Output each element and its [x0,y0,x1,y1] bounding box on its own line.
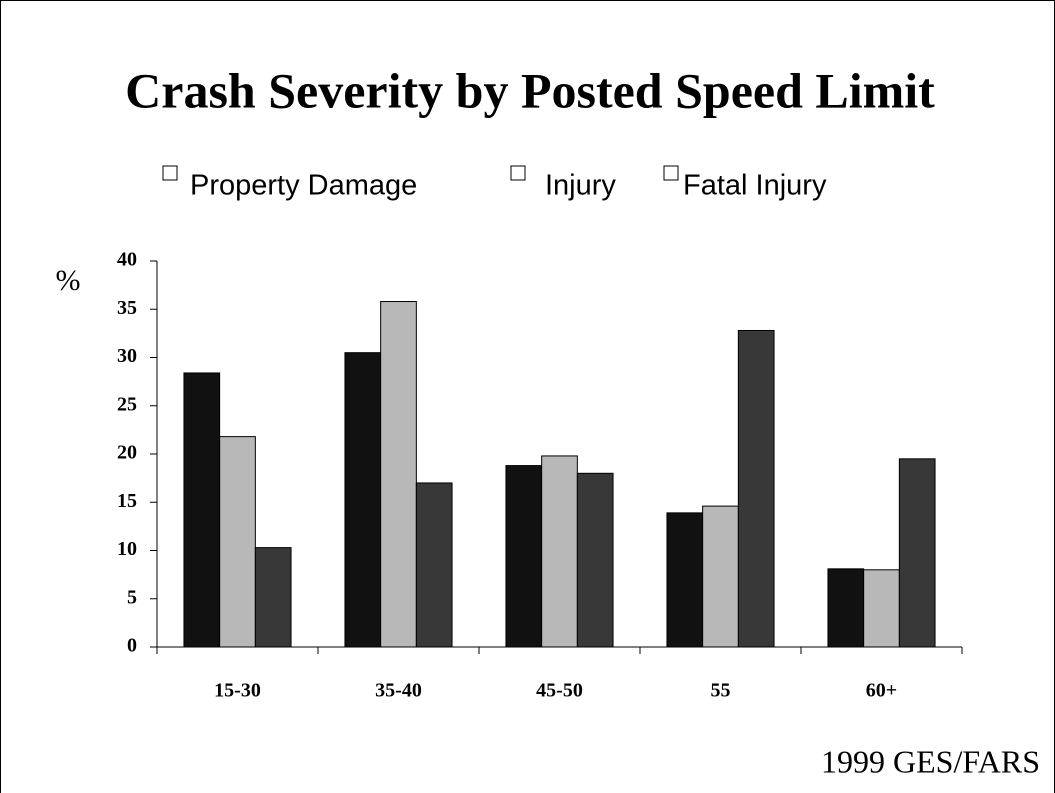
y-tick-label: 5 [127,586,137,608]
bar [666,512,704,648]
bar [576,472,614,648]
bar [827,568,865,648]
bar [219,436,256,648]
x-tick-label: 15-30 [214,680,261,702]
bar [380,301,417,648]
chart-title: Crash Severity by Posted Speed Limit [125,62,935,118]
y-tick-label: 40 [117,249,137,271]
x-tick-label: 45-50 [536,680,583,702]
bar [702,505,739,648]
legend-marker [510,165,526,181]
y-tick-label: 25 [117,393,137,415]
y-tick-label: 35 [117,297,137,319]
bar [898,458,936,648]
y-tick-label: 20 [117,442,137,464]
x-tick-label: 60+ [866,680,897,702]
y-tick-label: 15 [117,490,137,512]
y-tick-label: 10 [117,538,137,560]
bar [415,482,453,648]
y-tick-label: 0 [127,635,137,657]
source: 1999 GES/FARS [821,743,1040,779]
x-tick-label: 35-40 [375,680,422,702]
bar [541,455,578,648]
y-tick-label: 30 [117,345,137,367]
x-tick-label: 55 [711,680,731,702]
bar [505,465,543,648]
bar [344,352,382,648]
legend-label: Injury [545,170,616,202]
bar [254,547,292,648]
bar [863,569,900,648]
legend-marker [162,165,178,181]
legend-marker [663,165,679,181]
legend-label: Fatal Injury [683,170,827,202]
bar [183,372,221,648]
y-axis-label: % [56,264,81,297]
bar [737,329,775,648]
legend-label: Property Damage [190,170,417,202]
